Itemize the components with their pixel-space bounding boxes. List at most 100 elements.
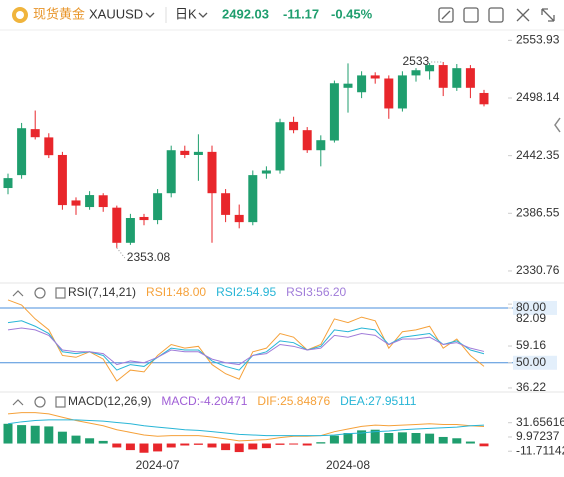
legend-entry: RSI2:54.95 [216, 285, 276, 299]
price-change: -11.17 [283, 6, 319, 21]
y-tick-label: 36.22 [516, 380, 546, 394]
candle-body [479, 92, 489, 105]
macd-bar [357, 430, 367, 444]
candle-body [275, 122, 285, 171]
annotation-leader [116, 247, 126, 259]
candle-body [153, 193, 163, 221]
dropdown-icon[interactable] [145, 12, 155, 18]
rsi-collapse[interactable] [12, 290, 24, 297]
y-tick-label: 80.00 [516, 300, 546, 314]
legend-entry: RSI1:48.00 [146, 285, 206, 299]
macd-bar [125, 443, 135, 451]
candle-body [85, 195, 95, 208]
macd-bar [193, 443, 203, 445]
period[interactable]: 日K [175, 6, 197, 21]
dropdown-icon[interactable] [198, 12, 208, 18]
macd-toggle[interactable] [55, 396, 66, 408]
x-tick-label: 2024-07 [136, 458, 180, 472]
macd-line [7, 412, 485, 442]
y-tick-label: 59.16 [516, 338, 546, 352]
macd-bar [139, 443, 149, 453]
macd-bar [234, 443, 244, 453]
macd-bar [44, 426, 54, 444]
rsi-settings[interactable] [34, 287, 46, 299]
indicator-title: RSI(7,14,21) [68, 285, 136, 299]
candle-body [357, 75, 367, 93]
macd-bar [98, 440, 108, 444]
macd-bar [397, 432, 407, 444]
candle-body [329, 83, 339, 141]
rsi-icons [12, 287, 66, 299]
rsi-line [7, 299, 485, 382]
candle-body [180, 150, 190, 155]
macd-bar [329, 435, 339, 444]
macd-bar [153, 443, 163, 452]
candle-body [411, 70, 421, 76]
y-tick-highlight [513, 300, 557, 315]
macd-bar [221, 443, 231, 451]
y-tick-label: 2386.55 [516, 205, 560, 219]
macd-collapse[interactable] [12, 399, 24, 406]
macd-icons [12, 396, 66, 408]
toolbar [438, 7, 555, 23]
candle-body [166, 150, 176, 194]
candle-body [234, 214, 244, 223]
y-tick-label: 31.65616 [516, 415, 564, 429]
high-annotation: 2533 [402, 54, 429, 68]
macd-bar [275, 443, 285, 445]
macd-bar [438, 436, 448, 444]
tool-expand[interactable] [541, 8, 555, 22]
candle-body [221, 193, 231, 215]
candle-body [3, 178, 13, 189]
logo-inner [16, 11, 24, 19]
y-tick-label: -11.71142 [516, 443, 564, 457]
y-tick-label: 2498.14 [516, 90, 560, 104]
candle-body [302, 130, 312, 151]
rsi-toggle[interactable] [55, 287, 66, 299]
candle-body [370, 75, 380, 79]
y-tick-label: 9.97237 [516, 429, 560, 443]
y-tick-label: 82.09 [516, 311, 546, 325]
macd-bar [289, 443, 299, 445]
candle-body [193, 151, 203, 155]
macd-bar [112, 443, 122, 448]
candle-body [289, 121, 299, 131]
legend-entry: DEA:27.95111 [340, 394, 417, 408]
candle-body [30, 129, 40, 138]
legend-entry: DIF:25.84876 [257, 394, 330, 408]
macd-bar [316, 442, 326, 444]
candle-body [438, 65, 448, 88]
candle-body [465, 68, 475, 88]
tool-erase[interactable] [463, 7, 479, 23]
macd-bar [465, 441, 475, 444]
macd-bar [343, 433, 353, 444]
macd-bar [425, 433, 435, 444]
candle-body [98, 195, 108, 208]
collapse-button[interactable] [554, 117, 561, 133]
candle-body [452, 68, 462, 88]
macd-settings[interactable] [34, 396, 46, 408]
candle-body [316, 140, 326, 151]
macd-bar [71, 435, 81, 444]
low-annotation: 2353.08 [127, 250, 171, 264]
tool-fullscreen[interactable] [516, 8, 530, 22]
instrument-name[interactable]: 现货黄金 [33, 6, 85, 21]
candle-body [112, 207, 122, 243]
candle-body [425, 65, 435, 72]
candle-body [343, 83, 353, 88]
tool-settings[interactable] [488, 7, 504, 23]
macd-bar [3, 423, 13, 444]
macd-bar [411, 433, 421, 444]
last-price: 2492.03 [222, 6, 269, 21]
candle-body [207, 151, 217, 194]
macd-bar [384, 433, 394, 444]
y-tick-label: 2553.93 [516, 33, 560, 47]
indicator-title: MACD(12,26,9) [68, 394, 151, 408]
macd-bar [30, 425, 40, 444]
symbol[interactable]: XAUUSD [89, 6, 143, 21]
candle-body [71, 200, 81, 206]
tool-draw[interactable] [438, 7, 454, 23]
macd-bar [57, 431, 67, 444]
candle-body [261, 170, 271, 174]
candle-body [397, 75, 407, 109]
